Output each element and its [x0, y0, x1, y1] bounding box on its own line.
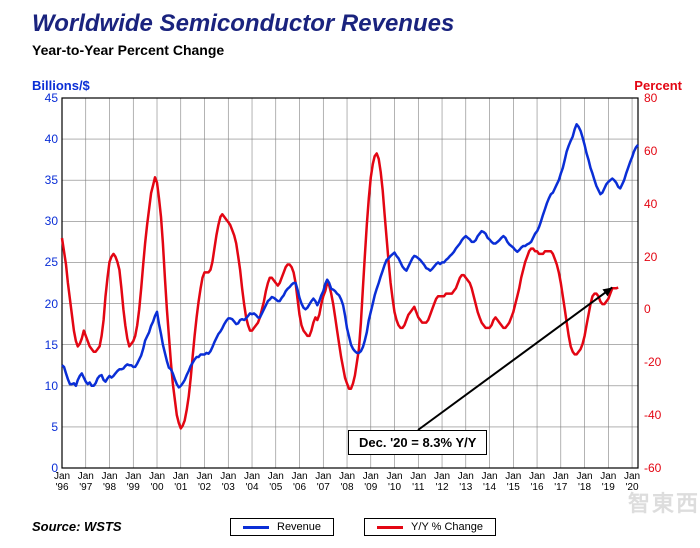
chart-container: Worldwide Semiconductor Revenues Year-to…: [0, 0, 700, 548]
ytick-left: 25: [30, 255, 58, 269]
source-label: Source: WSTS: [32, 519, 122, 534]
ytick-right: 0: [644, 302, 674, 316]
xtick: Jan'02: [193, 471, 217, 493]
xtick: Jan'10: [383, 471, 407, 493]
legend-item: Y/Y % Change: [364, 518, 496, 536]
xtick: Jan'14: [478, 471, 502, 493]
legend-swatch: [243, 526, 269, 529]
xtick: Jan'15: [501, 471, 525, 493]
ytick-right: 80: [644, 91, 674, 105]
ytick-left: 10: [30, 379, 58, 393]
ytick-left: 5: [30, 420, 58, 434]
xtick: Jan'12: [430, 471, 454, 493]
xtick: Jan'98: [98, 471, 122, 493]
plot-svg: [0, 0, 700, 548]
xtick: Jan'20: [620, 471, 644, 493]
ytick-left: 20: [30, 297, 58, 311]
callout-box: Dec. '20 = 8.3% Y/Y: [348, 430, 487, 455]
xtick: Jan'17: [549, 471, 573, 493]
xtick: Jan'99: [121, 471, 145, 493]
ytick-left: 35: [30, 173, 58, 187]
legend: Revenue Y/Y % Change: [230, 518, 496, 536]
legend-label: Revenue: [277, 521, 321, 533]
xtick: Jan'16: [525, 471, 549, 493]
ytick-left: 45: [30, 91, 58, 105]
ytick-right: -20: [644, 355, 674, 369]
xtick: Jan'08: [335, 471, 359, 493]
xtick: Jan'11: [406, 471, 430, 493]
xtick: Jan'96: [50, 471, 74, 493]
xtick: Jan'05: [264, 471, 288, 493]
xtick: Jan'19: [596, 471, 620, 493]
ytick-left: 15: [30, 338, 58, 352]
ytick-left: 30: [30, 214, 58, 228]
xtick: Jan'13: [454, 471, 478, 493]
legend-swatch: [377, 526, 403, 529]
xtick: Jan'07: [311, 471, 335, 493]
xtick: Jan'97: [74, 471, 98, 493]
legend-item: Revenue: [230, 518, 334, 536]
ytick-right: 40: [644, 197, 674, 211]
ytick-right: -60: [644, 461, 674, 475]
ytick-right: -40: [644, 408, 674, 422]
xtick: Jan'00: [145, 471, 169, 493]
xtick: Jan'03: [216, 471, 240, 493]
xtick: Jan'18: [573, 471, 597, 493]
ytick-left: 40: [30, 132, 58, 146]
xtick: Jan'04: [240, 471, 264, 493]
ytick-right: 20: [644, 250, 674, 264]
xtick: Jan'09: [359, 471, 383, 493]
ytick-right: 60: [644, 144, 674, 158]
xtick: Jan'01: [169, 471, 193, 493]
xtick: Jan'06: [288, 471, 312, 493]
legend-label: Y/Y % Change: [411, 521, 483, 533]
